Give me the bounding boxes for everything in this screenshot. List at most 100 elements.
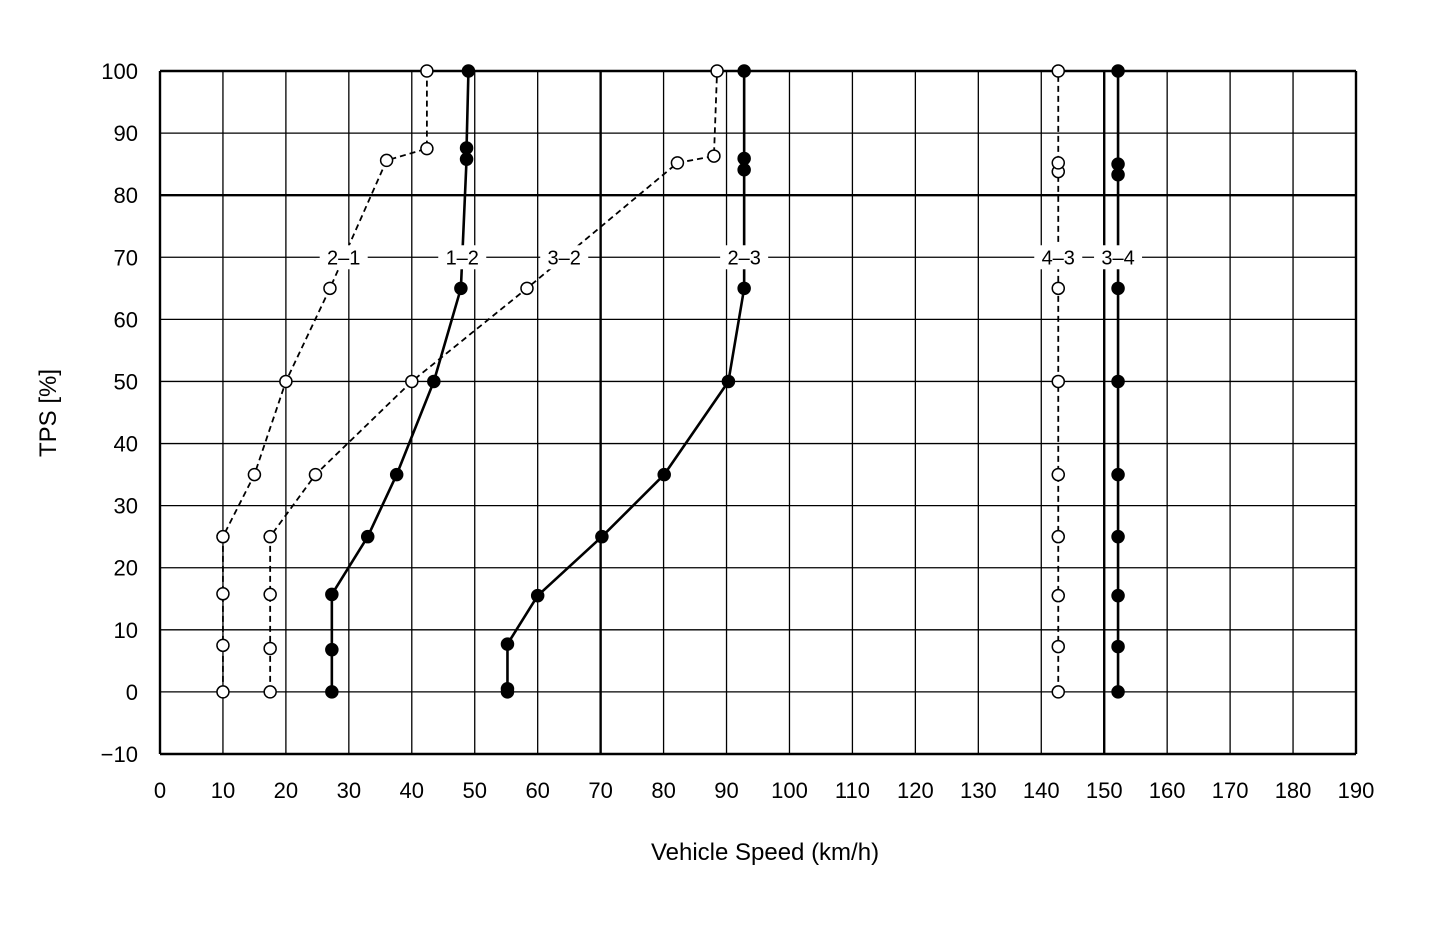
series-label-bg <box>1094 245 1143 270</box>
y-axis-title: TPS [%] <box>35 369 62 457</box>
series-5 <box>1111 64 1125 699</box>
y-tick-label: 60 <box>114 307 138 332</box>
y-tick-label: 90 <box>114 121 138 146</box>
series-layer <box>216 64 1125 699</box>
x-tick-label: 90 <box>714 778 738 803</box>
data-point <box>1111 281 1125 296</box>
data-point <box>420 64 434 78</box>
y-tick-label: 50 <box>114 369 138 394</box>
data-point <box>279 374 293 389</box>
y-tick-label: −10 <box>101 742 138 767</box>
data-point <box>1051 529 1066 544</box>
data-point <box>1111 529 1125 544</box>
data-point <box>263 685 277 699</box>
data-point <box>459 152 474 166</box>
data-point <box>1051 281 1066 296</box>
data-point <box>1111 588 1125 603</box>
data-point <box>1111 374 1125 389</box>
x-tick-label: 40 <box>400 778 424 803</box>
data-point <box>1051 685 1066 699</box>
series-label: 1–2 <box>446 247 479 269</box>
data-point <box>263 587 277 602</box>
data-point <box>459 141 474 155</box>
data-point <box>657 467 671 482</box>
y-tick-label: 80 <box>114 183 138 208</box>
x-tick-label: 160 <box>1149 778 1186 803</box>
series-0 <box>216 64 434 699</box>
x-tick-label: 60 <box>525 778 549 803</box>
data-point <box>520 281 534 296</box>
data-point <box>710 64 724 78</box>
data-point <box>595 529 609 544</box>
data-point <box>530 588 545 603</box>
y-tick-label: 30 <box>114 494 138 519</box>
y-tick-label: 20 <box>114 556 138 581</box>
data-point <box>1051 639 1066 654</box>
data-point <box>308 467 323 482</box>
data-point <box>420 141 434 156</box>
data-point <box>737 281 751 296</box>
series-label-bg <box>1034 245 1083 270</box>
x-tick-label: 140 <box>1023 778 1060 803</box>
x-tick-label: 190 <box>1338 778 1375 803</box>
data-point <box>323 281 337 296</box>
data-point <box>247 467 262 482</box>
series-label: 3–4 <box>1101 247 1134 269</box>
data-point <box>670 156 685 170</box>
series-2 <box>263 64 724 699</box>
x-tick-label: 100 <box>771 778 808 803</box>
data-point <box>1111 639 1125 654</box>
data-point <box>405 374 419 389</box>
data-point <box>325 587 339 602</box>
data-point <box>1051 588 1066 603</box>
x-tick-label: 70 <box>588 778 612 803</box>
data-point <box>1111 64 1125 78</box>
grid-layer <box>158 69 1358 756</box>
series-label-bg <box>720 245 769 270</box>
data-point <box>379 153 394 168</box>
data-point <box>500 637 515 651</box>
data-point <box>1051 156 1066 170</box>
data-point <box>1111 685 1125 699</box>
series-label-bg <box>319 245 368 270</box>
x-tick-label: 180 <box>1275 778 1312 803</box>
y-tick-label: 40 <box>114 432 138 457</box>
y-tick-label: 0 <box>126 680 138 705</box>
series-1 <box>325 64 476 699</box>
data-point <box>1051 374 1066 389</box>
data-point <box>737 64 751 78</box>
x-tick-label: 120 <box>897 778 934 803</box>
data-point <box>737 151 751 166</box>
x-tick-label: 170 <box>1212 778 1249 803</box>
data-point <box>389 467 404 482</box>
series-line <box>222 71 428 692</box>
x-tick-label: 150 <box>1086 778 1123 803</box>
series-label: 2–1 <box>327 247 360 269</box>
data-point <box>263 529 277 544</box>
data-point <box>1111 467 1125 482</box>
x-tick-label: 130 <box>960 778 997 803</box>
data-point <box>1051 64 1066 78</box>
x-tick-label: 80 <box>651 778 675 803</box>
data-point <box>216 638 230 653</box>
data-point <box>263 641 277 656</box>
data-point <box>325 685 339 699</box>
data-point <box>461 64 476 78</box>
series-label: 4–3 <box>1042 247 1075 269</box>
y-tick-label: 100 <box>101 59 138 84</box>
data-point <box>216 587 230 601</box>
x-tick-label: 110 <box>835 778 870 803</box>
data-point <box>1111 157 1125 171</box>
y-tick-label: 70 <box>114 245 138 270</box>
data-point <box>707 149 721 163</box>
x-tick-label: 50 <box>462 778 486 803</box>
data-point <box>216 685 230 699</box>
data-point <box>454 281 468 296</box>
data-point <box>721 374 736 389</box>
data-point <box>325 642 339 657</box>
data-point <box>1051 467 1066 482</box>
data-point <box>500 682 515 696</box>
series-3 <box>500 64 751 699</box>
